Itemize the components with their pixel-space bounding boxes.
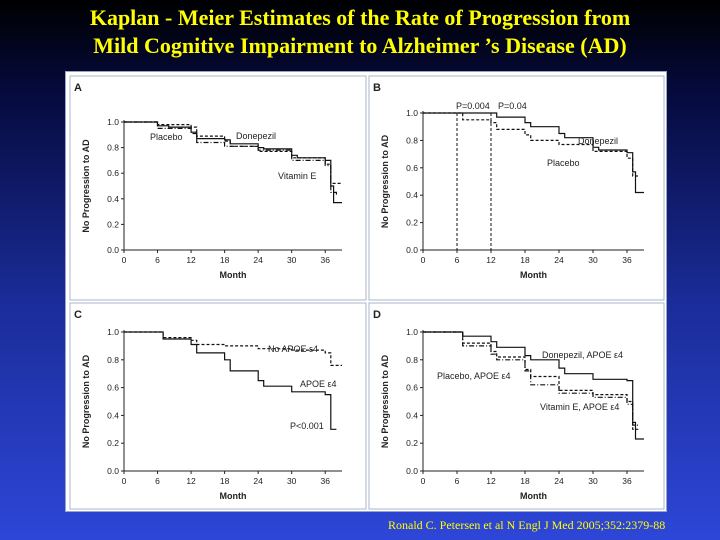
panel-d-letter: D bbox=[373, 309, 381, 321]
panel-c-frame bbox=[69, 302, 367, 510]
panel-d-ytick-label: 0.0 bbox=[406, 466, 418, 476]
panel-c-xtick-label: 18 bbox=[220, 476, 230, 486]
panel-d-xlabel: Month bbox=[520, 491, 547, 501]
panel-b: B 0.0 0.2 0.4 0.6 0.8 1.0 0 6 12 18 24 30 36 Month No P… bbox=[368, 75, 665, 301]
panel-a-ytick-label: 1.0 bbox=[107, 117, 119, 127]
panel-d-ytick-label: 0.8 bbox=[406, 355, 418, 365]
panel-c-ytick-label: 0.2 bbox=[107, 438, 119, 448]
panel-d-series-1-label: Placebo, APOE ε4 bbox=[437, 371, 511, 381]
panel-b-xtick-label: 36 bbox=[622, 255, 632, 265]
panel-b-ytick-label: 0.6 bbox=[406, 163, 418, 173]
panel-c-annotation-0: P<0.001 bbox=[290, 421, 324, 431]
panel-a-series-0-label: Donepezil bbox=[236, 131, 276, 141]
panel-d-ytick-label: 0.4 bbox=[406, 410, 418, 420]
panel-d-ytick-label: 0.6 bbox=[406, 383, 418, 393]
panel-d-xtick-label: 24 bbox=[554, 476, 564, 486]
panel-a-xtick-label: 6 bbox=[155, 255, 160, 265]
panel-a-ylabel: No Progression to AD bbox=[81, 139, 91, 233]
panel-c-ylabel: No Progression to AD bbox=[81, 354, 91, 448]
panel-b-annotation-1: P=0.04 bbox=[498, 101, 527, 111]
panel-d-frame bbox=[368, 302, 665, 510]
panel-c-xtick-label: 24 bbox=[253, 476, 263, 486]
panel-a-ytick-label: 0.0 bbox=[107, 245, 119, 255]
panel-a-series-2-line bbox=[124, 121, 337, 195]
panel-a-frame bbox=[69, 75, 367, 301]
panel-c-xtick-label: 6 bbox=[155, 476, 160, 486]
panel-a-xtick-label: 18 bbox=[220, 255, 230, 265]
slide-title-line1: Kaplan - Meier Estimates of the Rate of … bbox=[89, 5, 631, 30]
panel-b-xtick-label: 30 bbox=[588, 255, 598, 265]
panel-a-ytick-label: 0.2 bbox=[107, 219, 119, 229]
panel-b-series-1-line bbox=[423, 112, 639, 177]
panel-a: A 0.0 0.2 0.4 0.6 0.8 1.0 0 6 12 18 24 30 36 Month No P… bbox=[69, 75, 367, 301]
panel-c-series-1-line bbox=[124, 331, 337, 430]
panel-d-series-0-label: Donepezil, APOE ε4 bbox=[542, 350, 623, 360]
panel-c-ytick-label: 0.4 bbox=[107, 410, 119, 420]
panel-d-xtick-label: 30 bbox=[588, 476, 598, 486]
panel-b-series-0-line bbox=[423, 112, 644, 194]
panel-a-ytick-label: 0.8 bbox=[107, 143, 119, 153]
panel-c-series-0-line bbox=[124, 331, 342, 366]
panel-b-ytick-label: 0.2 bbox=[406, 218, 418, 228]
panel-b-letter: B bbox=[373, 82, 381, 94]
panel-b-xtick-label: 0 bbox=[421, 255, 426, 265]
panel-d-series-2-label: Vitamin E, APOE ε4 bbox=[540, 402, 619, 412]
panel-c-ytick-label: 0.0 bbox=[107, 466, 119, 476]
panel-d-ylabel: No Progression to AD bbox=[380, 354, 390, 448]
panel-d-ytick-label: 1.0 bbox=[406, 327, 418, 337]
panel-d-xtick-label: 6 bbox=[455, 476, 460, 486]
panel-c-xtick-label: 0 bbox=[122, 476, 127, 486]
slide-title-line2: Mild Cognitive Impairment to Alzheimer ’… bbox=[93, 33, 627, 58]
panel-c-xtick-label: 12 bbox=[186, 476, 196, 486]
panel-d-xtick-label: 12 bbox=[486, 476, 496, 486]
panel-d: D 0.0 0.2 0.4 0.6 0.8 1.0 0 6 12 18 24 30 36 Month No P… bbox=[368, 302, 665, 510]
panel-a-series-0-line bbox=[124, 121, 342, 204]
panel-b-xlabel: Month bbox=[520, 270, 547, 280]
panel-a-series-1-label: Placebo bbox=[150, 132, 183, 142]
panel-b-series-0-label: Donepezil bbox=[578, 136, 618, 146]
panel-a-xlabel: Month bbox=[220, 270, 247, 280]
panel-b-annotation-0: P=0.004 bbox=[456, 101, 490, 111]
panel-c-letter: C bbox=[74, 309, 82, 321]
slide-title: Kaplan - Meier Estimates of the Rate of … bbox=[0, 4, 720, 60]
panel-a-letter: A bbox=[74, 82, 82, 94]
panel-c-series-0-label: No APOE ε4 bbox=[268, 344, 318, 354]
panel-c-xlabel: Month bbox=[220, 491, 247, 501]
panel-b-xtick-label: 24 bbox=[554, 255, 564, 265]
panel-d-xtick-label: 36 bbox=[622, 476, 632, 486]
panel-b-ytick-label: 0.8 bbox=[406, 135, 418, 145]
panel-c: C 0.0 0.2 0.4 0.6 0.8 1.0 0 6 12 18 24 30 36 Month No P… bbox=[69, 302, 367, 510]
panel-c-ytick-label: 0.8 bbox=[107, 355, 119, 365]
km-figure-svg: A 0.0 0.2 0.4 0.6 0.8 1.0 0 6 12 18 24 30 36 Month No P… bbox=[69, 75, 665, 510]
panel-a-xtick-label: 30 bbox=[287, 255, 297, 265]
panel-c-xtick-label: 36 bbox=[320, 476, 330, 486]
panel-b-ytick-label: 0.4 bbox=[406, 190, 418, 200]
km-figure: A 0.0 0.2 0.4 0.6 0.8 1.0 0 6 12 18 24 30 36 Month No P… bbox=[65, 71, 667, 512]
panel-d-xtick-label: 18 bbox=[520, 476, 530, 486]
panel-a-xtick-label: 12 bbox=[186, 255, 196, 265]
panel-c-ytick-label: 1.0 bbox=[107, 327, 119, 337]
panel-b-ytick-label: 0.0 bbox=[406, 245, 418, 255]
panel-a-ytick-label: 0.4 bbox=[107, 194, 119, 204]
panel-a-xtick-label: 36 bbox=[320, 255, 330, 265]
panel-c-ytick-label: 0.6 bbox=[107, 383, 119, 393]
panel-d-series-2-line bbox=[423, 331, 639, 426]
panel-c-series-1-label: APOE ε4 bbox=[300, 379, 337, 389]
panel-a-ytick-label: 0.6 bbox=[107, 168, 119, 178]
panel-b-frame bbox=[368, 75, 665, 301]
panel-d-series-0-line bbox=[423, 331, 644, 440]
panel-b-xtick-label: 18 bbox=[520, 255, 530, 265]
panel-b-ytick-label: 1.0 bbox=[406, 108, 418, 118]
panel-b-xtick-label: 6 bbox=[455, 255, 460, 265]
panel-b-ylabel: No Progression to AD bbox=[380, 134, 390, 228]
panel-b-xtick-label: 12 bbox=[486, 255, 496, 265]
panel-a-xtick-label: 24 bbox=[253, 255, 263, 265]
panel-c-xtick-label: 30 bbox=[287, 476, 297, 486]
panel-a-series-2-label: Vitamin E bbox=[278, 171, 316, 181]
panel-a-xtick-label: 0 bbox=[122, 255, 127, 265]
panel-d-ytick-label: 0.2 bbox=[406, 438, 418, 448]
citation: Ronald C. Petersen et al N Engl J Med 20… bbox=[388, 518, 666, 532]
panel-b-series-1-label: Placebo bbox=[547, 158, 580, 168]
panel-d-xtick-label: 0 bbox=[421, 476, 426, 486]
